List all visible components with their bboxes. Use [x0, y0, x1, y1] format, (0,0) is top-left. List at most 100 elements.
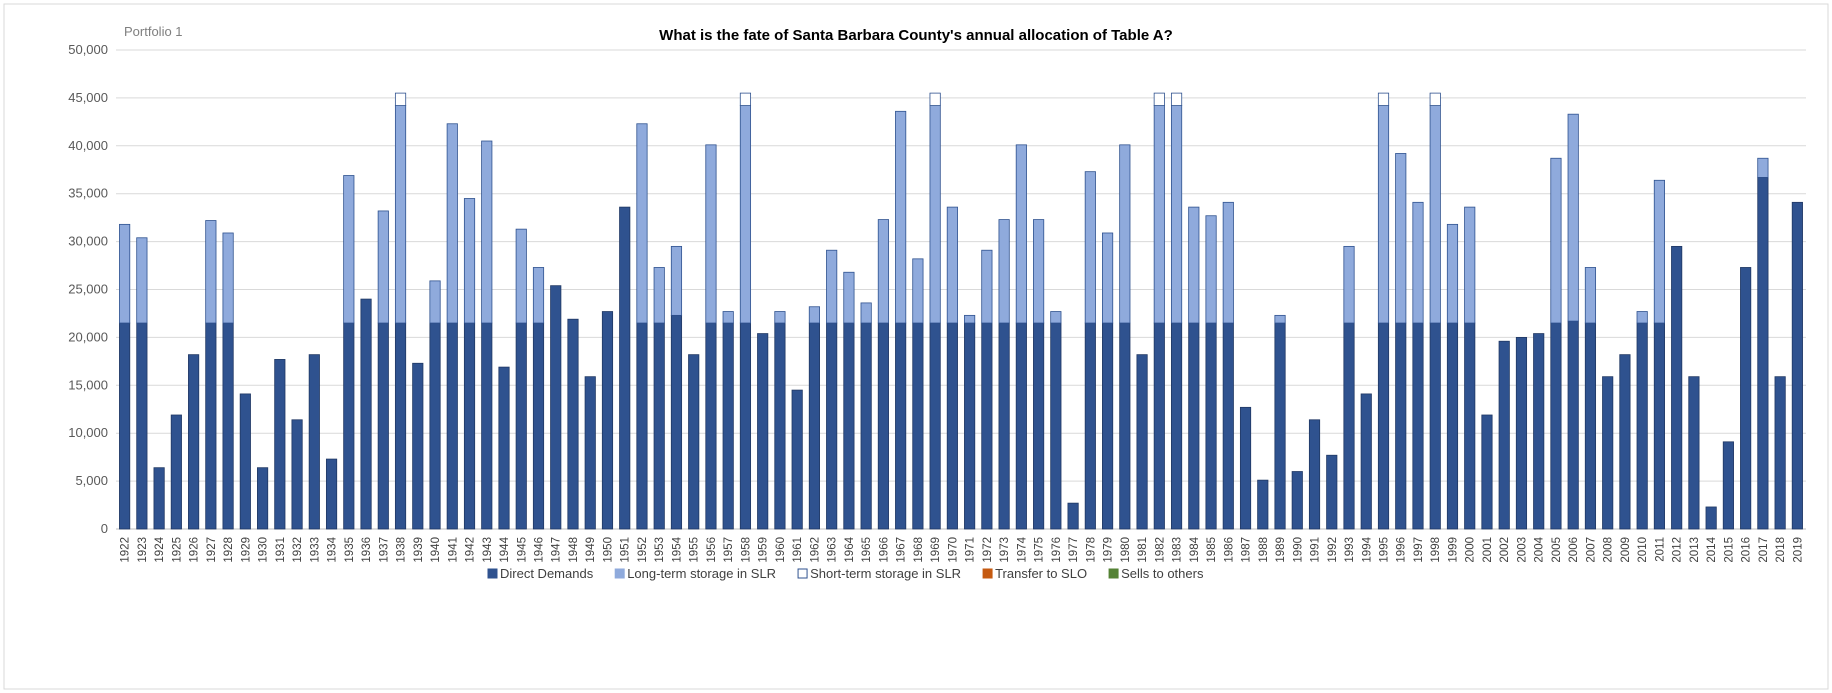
y-tick-label: 20,000 [68, 329, 108, 344]
x-tick-label: 1989 [1275, 537, 1287, 563]
x-tick-label: 2005 [1551, 537, 1563, 563]
bar-segment-long-term-storage-in-slr [774, 311, 786, 324]
x-tick-label: 2008 [1603, 537, 1615, 563]
bar-segment-long-term-storage-in-slr [1188, 206, 1200, 324]
bar-segment-direct-demands [774, 322, 786, 530]
bar-segment-direct-demands [912, 322, 924, 530]
bar-segment-direct-demands [153, 467, 165, 530]
x-tick-label: 1992 [1327, 537, 1339, 563]
x-tick-label: 1958 [740, 537, 752, 563]
x-tick-label: 1981 [1137, 537, 1149, 563]
bar-segment-direct-demands [1326, 454, 1338, 530]
bar-segment-direct-demands [515, 322, 527, 530]
x-tick-label: 1972 [982, 537, 994, 563]
bar-segment-direct-demands [584, 376, 596, 530]
bar-segment-long-term-storage-in-slr [705, 144, 717, 324]
bar-segment-long-term-storage-in-slr [877, 219, 889, 324]
x-tick-label: 1923 [137, 537, 149, 563]
bar-segment-short-term-storage-in-slr [1153, 92, 1165, 106]
bar-segment-long-term-storage-in-slr [808, 306, 820, 324]
bar-segment-direct-demands [463, 322, 476, 530]
bar-segment-direct-demands [860, 322, 872, 530]
bar-segment-direct-demands [1705, 506, 1717, 530]
bar-segment-direct-demands [1377, 322, 1390, 530]
bar-segment-long-term-storage-in-slr [1429, 105, 1441, 324]
bar-segment-direct-demands [1119, 322, 1131, 530]
bar-segment-long-term-storage-in-slr [826, 249, 838, 324]
bar-segment-long-term-storage-in-slr [343, 175, 355, 324]
x-tick-label: 1937 [378, 537, 390, 563]
bar-segment-direct-demands [1757, 177, 1769, 530]
bar-segment-direct-demands [274, 359, 286, 530]
x-tick-label: 1983 [1172, 537, 1184, 563]
bar-segment-direct-demands [1602, 376, 1614, 530]
chart-title: What is the fate of Santa Barbara County… [659, 27, 1173, 44]
bar-segment-direct-demands [412, 362, 424, 530]
bar-segment-short-term-storage-in-slr [394, 92, 407, 106]
bar-segment-direct-demands [929, 322, 941, 530]
bar-segment-long-term-storage-in-slr [1153, 105, 1165, 324]
bar-segment-long-term-storage-in-slr [998, 219, 1010, 324]
x-tick-label: 1996 [1396, 537, 1408, 563]
bar-segment-direct-demands [188, 354, 200, 530]
x-tick-label: 1938 [396, 537, 408, 563]
legend-swatch [1108, 568, 1119, 579]
y-tick-label: 10,000 [68, 425, 108, 440]
bar-segment-long-term-storage-in-slr [1636, 311, 1648, 324]
x-tick-label: 1933 [309, 537, 321, 563]
bar-segment-long-term-storage-in-slr [1343, 245, 1355, 324]
bar-segment-direct-demands [981, 322, 993, 530]
bar-segment-direct-demands [1722, 441, 1734, 530]
bar-segment-direct-demands [325, 458, 338, 530]
bar-segment-direct-demands [257, 467, 269, 530]
bar-segment-long-term-storage-in-slr [394, 105, 407, 324]
bar-segment-direct-demands [1464, 322, 1476, 530]
bar-segment-direct-demands [550, 285, 562, 530]
legend-item: Long-term storage in SLR [614, 566, 776, 581]
x-axis-ticks: 1922 1923 1924 1925 1926 1927 1928 1929 1930 1931… [120, 536, 1805, 562]
x-tick-label: 1932 [292, 537, 304, 563]
bar-segment-direct-demands [291, 419, 303, 530]
bar-segment-long-term-storage-in-slr [515, 228, 527, 324]
bar-segment-long-term-storage-in-slr [481, 140, 493, 324]
bar-segment-long-term-storage-in-slr [1567, 113, 1579, 322]
bar-segment-long-term-storage-in-slr [1757, 157, 1769, 178]
bar-segment-direct-demands [222, 322, 234, 530]
bar-segment-direct-demands [1791, 201, 1803, 530]
x-tick-label: 2010 [1637, 537, 1649, 563]
bar-segment-direct-demands [1291, 471, 1303, 530]
bar-segment-short-term-storage-in-slr [1377, 92, 1390, 106]
bar-segment-long-term-storage-in-slr [1274, 314, 1286, 324]
x-tick-label: 1959 [758, 537, 770, 563]
bar-segment-long-term-storage-in-slr [860, 302, 872, 324]
bar-segment-direct-demands [205, 322, 217, 530]
x-tick-label: 1995 [1379, 537, 1391, 563]
legend: Direct Demands Long-term storage in SLR Sh… [487, 566, 1204, 581]
x-tick-label: 1961 [792, 537, 804, 563]
bar-segment-direct-demands [136, 322, 148, 530]
x-tick-label: 1967 [896, 537, 908, 563]
x-tick-label: 2014 [1706, 536, 1718, 562]
bar-segment-long-term-storage-in-slr [653, 267, 665, 324]
bar-segment-long-term-storage-in-slr [1464, 206, 1476, 324]
bar-segment-direct-demands [653, 322, 665, 530]
bar-segment-direct-demands [1740, 267, 1752, 530]
bar-segment-direct-demands [1239, 406, 1252, 530]
bar-segment-direct-demands [119, 322, 131, 530]
bar-segment-direct-demands [1567, 320, 1579, 530]
x-tick-label: 1976 [1051, 537, 1063, 563]
x-tick-label: 1979 [1103, 537, 1115, 563]
x-tick-label: 1927 [206, 537, 218, 563]
bar-segment-long-term-storage-in-slr [895, 110, 907, 324]
bar-segment-direct-demands [670, 314, 683, 530]
x-tick-label: 1974 [1016, 536, 1028, 562]
x-tick-label: 1949 [585, 537, 597, 563]
y-tick-label: 35,000 [68, 186, 108, 201]
x-tick-label: 1988 [1258, 537, 1270, 563]
x-tick-label: 1993 [1344, 537, 1356, 563]
x-tick-label: 1954 [671, 536, 683, 562]
bar-segment-short-term-storage-in-slr [1170, 92, 1183, 106]
x-tick-label: 1946 [534, 537, 546, 563]
bar-segment-direct-demands [895, 322, 907, 530]
